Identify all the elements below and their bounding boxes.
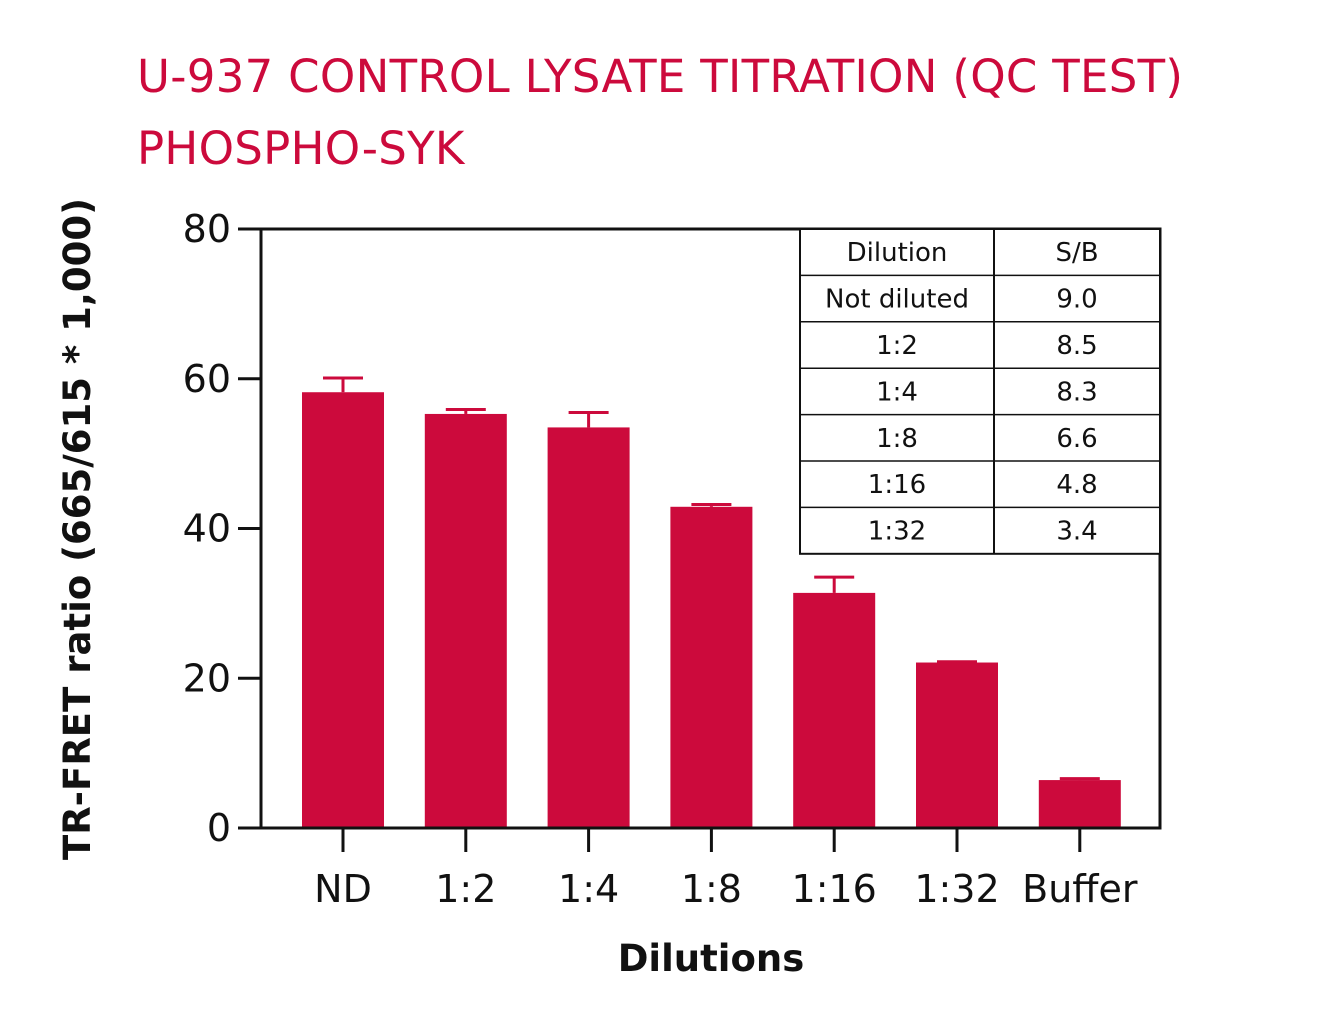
y-tick-label-4: 80 bbox=[183, 207, 231, 251]
bar-1:8 bbox=[670, 506, 753, 828]
table-cell-sb: 9.0 bbox=[1056, 285, 1097, 315]
y-axis-title: TR-FRET ratio (665/615 * 1,000) bbox=[56, 198, 99, 860]
error-bars-group bbox=[323, 376, 1100, 781]
table-cell-sb: 8.5 bbox=[1056, 331, 1097, 361]
bar-1:16 bbox=[793, 592, 876, 828]
table-header-row: Dilution S/B bbox=[847, 238, 1099, 268]
y-tick-label-3: 60 bbox=[183, 357, 231, 401]
y-tick-label-0: 0 bbox=[207, 806, 231, 850]
x-tick-label-1:32: 1:32 bbox=[914, 867, 999, 911]
x-ticks-group: ND 1:2 1:4 1:8 1:16 1:32 Buffer bbox=[314, 828, 1138, 911]
table-row: 1:32 3.4 bbox=[868, 517, 1098, 547]
error-bar-1:32 bbox=[937, 660, 977, 664]
table-row: 1:16 4.8 bbox=[868, 470, 1098, 500]
error-bar-1:4 bbox=[568, 410, 609, 428]
bar-ND bbox=[302, 392, 384, 828]
table-row: 1:2 8.5 bbox=[876, 331, 1098, 361]
bar-1:32 bbox=[916, 662, 998, 828]
x-tick-label-ND: ND bbox=[314, 867, 372, 911]
table-cell-sb: 8.3 bbox=[1056, 377, 1097, 407]
bar-Buffer bbox=[1038, 780, 1121, 828]
table-row: 1:4 8.3 bbox=[876, 377, 1098, 407]
table-cell-sb: 4.8 bbox=[1056, 470, 1097, 500]
chart-title: U-937 CONTROL LYSATE TITRATION (QC TEST) bbox=[137, 50, 1184, 103]
bars-group bbox=[302, 392, 1121, 828]
bar-1:2 bbox=[424, 413, 507, 828]
y-ticks-group: 0 20 40 60 80 bbox=[183, 207, 261, 850]
y-tick-label-2: 40 bbox=[183, 507, 231, 551]
error-bar-1:2 bbox=[445, 407, 486, 414]
x-tick-label-1:8: 1:8 bbox=[681, 867, 742, 911]
table-cell-dilution: Not diluted bbox=[825, 285, 969, 315]
table-header-dilution: Dilution bbox=[847, 238, 948, 268]
error-bar-Buffer bbox=[1059, 777, 1100, 781]
bar-1:4 bbox=[547, 427, 630, 828]
y-tick-label-1: 20 bbox=[183, 656, 231, 700]
table-cell-dilution: 1:4 bbox=[876, 377, 918, 407]
table-header-sb: S/B bbox=[1055, 238, 1098, 268]
x-tick-label-1:16: 1:16 bbox=[792, 867, 877, 911]
table-cell-dilution: 1:2 bbox=[876, 331, 918, 361]
table-row: Not diluted 9.0 bbox=[825, 285, 1098, 315]
table-cell-dilution: 1:8 bbox=[876, 424, 918, 454]
table-cell-dilution: 1:16 bbox=[868, 470, 926, 500]
table-cell-sb: 3.4 bbox=[1056, 517, 1097, 547]
table-frame bbox=[799, 228, 1161, 555]
error-bar-ND bbox=[323, 376, 363, 393]
error-bar-1:16 bbox=[814, 575, 855, 593]
x-tick-label-1:4: 1:4 bbox=[558, 867, 619, 911]
error-bar-1:8 bbox=[691, 503, 732, 507]
table-cell-sb: 6.6 bbox=[1056, 424, 1097, 454]
inset-table: Dilution S/B Not diluted 9.0 1:2 8.5 1:4 8.3 1:8… bbox=[799, 228, 1161, 555]
table-cell-dilution: 1:32 bbox=[868, 517, 926, 547]
x-tick-label-1:2: 1:2 bbox=[435, 867, 496, 911]
table-row: 1:8 6.6 bbox=[876, 424, 1098, 454]
x-axis-title: Dilutions bbox=[618, 937, 805, 980]
x-tick-label-Buffer: Buffer bbox=[1022, 867, 1138, 911]
chart-subtitle: PHOSPHO-SYK bbox=[137, 122, 465, 175]
